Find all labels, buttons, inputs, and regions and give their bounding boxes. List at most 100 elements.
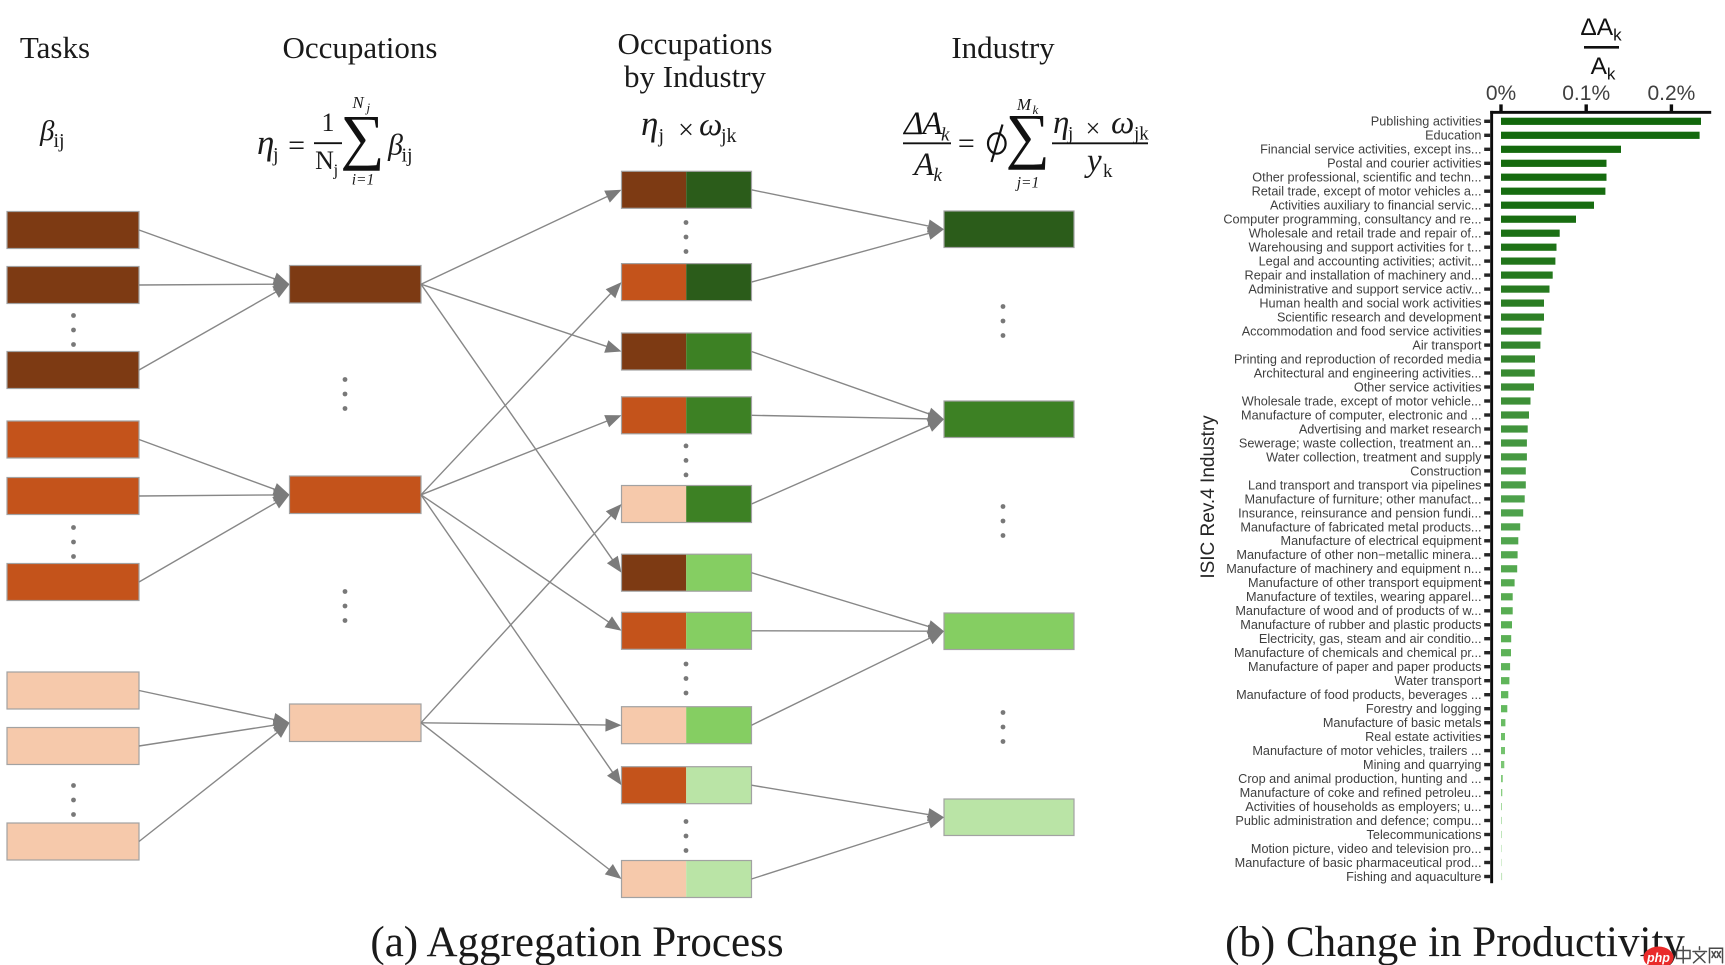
- svg-text:Manufacture of fabricated meta: Manufacture of fabricated metal products…: [1240, 520, 1481, 534]
- svg-text:Air transport: Air transport: [1412, 339, 1482, 353]
- svg-text:j: j: [1067, 124, 1073, 145]
- svg-text:0%: 0%: [1486, 82, 1516, 105]
- svg-text:Occupations: Occupations: [283, 30, 438, 65]
- svg-text:Manufacture of coke and refine: Manufacture of coke and refined petroleu…: [1240, 786, 1482, 800]
- svg-text:=: =: [958, 127, 975, 160]
- svg-text:Retail trade, except of motor: Retail trade, except of motor vehicles a…: [1252, 185, 1482, 199]
- svg-text:Manufacture of other transport: Manufacture of other transport equipment: [1248, 576, 1482, 590]
- svg-text:Publishing activities: Publishing activities: [1371, 115, 1482, 129]
- svg-text:Manufacture of basic metals: Manufacture of basic metals: [1323, 716, 1482, 730]
- svg-text:k: k: [941, 125, 950, 146]
- svg-text:Manufacture of other non−metal: Manufacture of other non−metallic minera…: [1236, 548, 1481, 562]
- svg-text:by Industry: by Industry: [624, 59, 767, 94]
- svg-text:Manufacture of food products,: Manufacture of food products, beverages …: [1236, 688, 1481, 702]
- svg-text:Education: Education: [1425, 129, 1481, 143]
- svg-text:ij: ij: [402, 145, 413, 167]
- svg-text:Manufacture of rubber and plas: Manufacture of rubber and plastic produc…: [1240, 618, 1481, 632]
- svg-text:(a) Aggregation Process: (a) Aggregation Process: [370, 919, 783, 965]
- svg-text:N: N: [351, 93, 365, 112]
- svg-text:Manufacture of electrical equi: Manufacture of electrical equipment: [1281, 534, 1482, 548]
- svg-text:×: ×: [1086, 114, 1101, 143]
- svg-text:Other service activities: Other service activities: [1354, 380, 1482, 394]
- svg-text:ΔA: ΔA: [902, 106, 943, 142]
- svg-text:Architectural and engineering: Architectural and engineering activities…: [1254, 366, 1482, 380]
- svg-text:0.1%: 0.1%: [1562, 82, 1610, 105]
- svg-text:Insurance, reinsurance and pen: Insurance, reinsurance and pension fundi…: [1238, 506, 1481, 520]
- svg-text:×: ×: [678, 115, 694, 146]
- svg-text:Legal and accounting activitie: Legal and accounting activities; activit…: [1259, 255, 1482, 269]
- svg-text:η: η: [257, 123, 274, 162]
- svg-text:β: β: [39, 115, 55, 147]
- svg-text:Activities auxiliary to financ: Activities auxiliary to financial servic…: [1270, 199, 1482, 213]
- svg-text:Financial service activities,: Financial service activities, except ins…: [1260, 143, 1481, 157]
- svg-text:Forestry and logging: Forestry and logging: [1366, 702, 1482, 716]
- svg-text:k: k: [934, 165, 943, 186]
- svg-text:j: j: [272, 144, 279, 166]
- svg-text:Public administration and defe: Public administration and defence; compu…: [1235, 814, 1481, 828]
- svg-text:Mining and quarrying: Mining and quarrying: [1363, 758, 1482, 772]
- svg-text:Postal and courier activities: Postal and courier activities: [1327, 157, 1481, 171]
- svg-text:jk: jk: [720, 125, 737, 147]
- svg-text:Electricity, gas, steam and ai: Electricity, gas, steam and air conditio…: [1259, 632, 1482, 646]
- svg-text:Printing and reproduction of r: Printing and reproduction of recorded me…: [1234, 352, 1482, 366]
- svg-text:j: j: [333, 161, 339, 180]
- svg-text:Manufacture of motor vehicles,: Manufacture of motor vehicles, trailers …: [1252, 744, 1481, 758]
- svg-text:Wholesale and retail trade and: Wholesale and retail trade and repair of…: [1249, 227, 1482, 241]
- svg-text:j=1: j=1: [1015, 175, 1040, 192]
- svg-text:ISIC Rev.4 Industry: ISIC Rev.4 Industry: [1198, 415, 1219, 579]
- svg-text:Motion picture, video and tele: Motion picture, video and television pro…: [1251, 842, 1482, 856]
- svg-text:Other professional, scientific: Other professional, scientific and techn…: [1252, 171, 1481, 185]
- svg-text:Warehousing and support activi: Warehousing and support activities for t…: [1249, 241, 1482, 255]
- svg-text:Wholesale trade, except of mot: Wholesale trade, except of motor vehicle…: [1242, 394, 1482, 408]
- svg-text:Activities of households as em: Activities of households as employers; u…: [1245, 800, 1481, 814]
- svg-text:Human health and social work a: Human health and social work activities: [1259, 297, 1481, 311]
- svg-text:A: A: [912, 147, 935, 183]
- svg-text:k: k: [1103, 161, 1113, 182]
- svg-text:jk: jk: [1133, 124, 1149, 145]
- svg-text:Real estate activities: Real estate activities: [1365, 730, 1481, 744]
- svg-text:Manufacture of textiles, weari: Manufacture of textiles, wearing apparel…: [1246, 590, 1482, 604]
- svg-text:M: M: [1016, 95, 1032, 114]
- svg-text:Occupations: Occupations: [618, 26, 773, 61]
- svg-text:Advertising and market researc: Advertising and market research: [1299, 422, 1482, 436]
- svg-text:php: php: [1646, 951, 1670, 965]
- svg-text:Tasks: Tasks: [20, 30, 90, 65]
- svg-text:i=1: i=1: [352, 172, 375, 189]
- svg-text:Crop and animal production, hu: Crop and animal production, hunting and …: [1238, 772, 1481, 786]
- svg-text:ω: ω: [1111, 105, 1134, 141]
- svg-text:η: η: [641, 104, 658, 143]
- svg-text:Manufacture of furniture; othe: Manufacture of furniture; other manufact…: [1245, 492, 1482, 506]
- svg-text:Water transport: Water transport: [1395, 674, 1482, 688]
- svg-text:Water collection, treatment an: Water collection, treatment and supply: [1266, 450, 1482, 464]
- svg-text:Manufacture of basic pharmaceu: Manufacture of basic pharmaceutical prod…: [1235, 856, 1482, 870]
- svg-text:Scientific research and develo: Scientific research and development: [1277, 311, 1482, 325]
- svg-text:y: y: [1084, 143, 1102, 179]
- svg-text:j: j: [658, 125, 665, 147]
- svg-text:Construction: Construction: [1410, 464, 1481, 478]
- svg-text:Repair and installation of mac: Repair and installation of machinery and…: [1245, 269, 1482, 283]
- svg-text:Land transport and transport v: Land transport and transport via pipelin…: [1248, 478, 1481, 492]
- svg-text:Industry: Industry: [951, 30, 1055, 65]
- svg-text:Manufacture of chemicals and c: Manufacture of chemicals and chemical pr…: [1234, 646, 1482, 660]
- svg-text:Manufacture of machinery and e: Manufacture of machinery and equipment n…: [1226, 562, 1481, 576]
- svg-text:0.2%: 0.2%: [1647, 82, 1695, 105]
- svg-text:Accommodation and food service: Accommodation and food service activitie…: [1242, 325, 1482, 339]
- svg-text:Fishing and aquaculture: Fishing and aquaculture: [1346, 870, 1481, 884]
- svg-text:j: j: [365, 100, 371, 115]
- svg-text:∑: ∑: [1006, 102, 1050, 170]
- svg-text:Telecommunications: Telecommunications: [1367, 828, 1482, 842]
- svg-text:N: N: [315, 146, 334, 175]
- svg-text:Administrative and support ser: Administrative and support service activ…: [1248, 283, 1481, 297]
- svg-text:Manufacture of computer, elect: Manufacture of computer, electronic and …: [1241, 408, 1482, 422]
- svg-text:Manufacture of wood and of pro: Manufacture of wood and of products of w…: [1235, 604, 1481, 618]
- svg-text:=: =: [288, 129, 305, 162]
- svg-text:η: η: [1053, 105, 1069, 141]
- svg-text:Sewerage; waste collection, tr: Sewerage; waste collection, treatment an…: [1239, 436, 1482, 450]
- svg-text:β: β: [387, 129, 403, 162]
- svg-text:1: 1: [322, 108, 335, 137]
- svg-text:Manufacture of paper and paper: Manufacture of paper and paper products: [1248, 660, 1481, 674]
- svg-text:ij: ij: [54, 130, 65, 152]
- svg-text:Computer programming, consulta: Computer programming, consultancy and re…: [1223, 213, 1481, 227]
- svg-text:(b) Change in Productivity: (b) Change in Productivity: [1225, 919, 1685, 965]
- svg-text:k: k: [1033, 102, 1039, 117]
